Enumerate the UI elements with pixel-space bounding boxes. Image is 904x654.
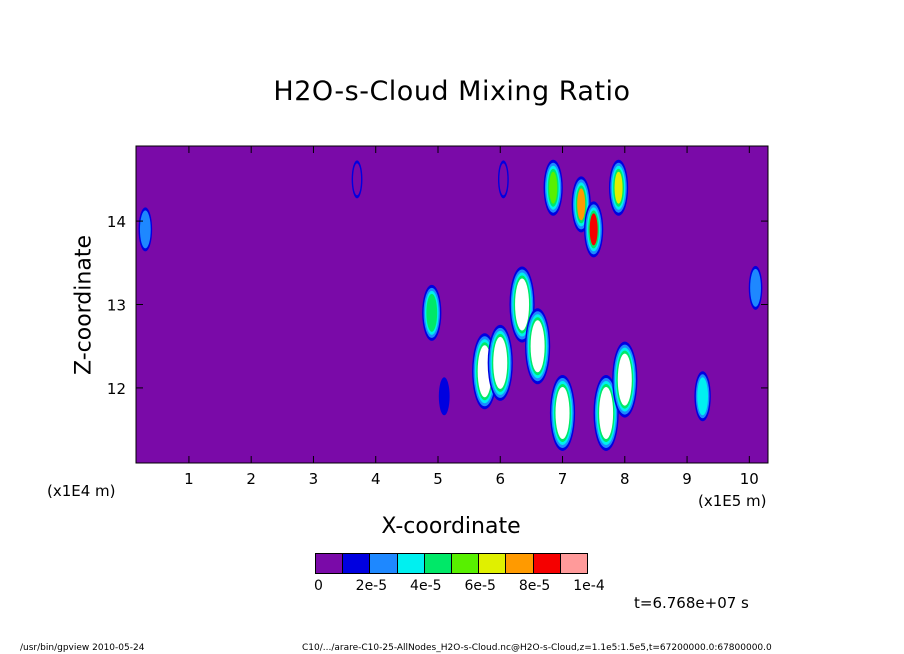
cloud-feature: [617, 353, 632, 406]
colorbar-label: 0: [314, 578, 323, 594]
colorbar-label: 1e-4: [573, 578, 605, 594]
x-axis-unit: (x1E5 m): [698, 492, 767, 510]
cloud-feature: [599, 386, 614, 439]
x-tick-label: 4: [371, 470, 381, 488]
x-axis-label: X-coordinate: [381, 514, 521, 539]
colorbar-swatch: [397, 554, 425, 573]
footer-right: C10/.../arare-C10-25-AllNodes_H2O-s-Clou…: [302, 643, 772, 653]
colorbar-swatch: [424, 554, 452, 573]
colorbar-label: 8e-5: [518, 578, 551, 594]
colorbar-label: 6e-5: [464, 578, 496, 594]
cloud-feature: [577, 188, 586, 221]
time-label: t=6.768e+07 s: [634, 594, 749, 612]
cloud-feature: [698, 380, 707, 413]
x-tick-label: 6: [495, 470, 505, 488]
cloud-feature: [614, 171, 623, 204]
cloud-feature: [555, 386, 570, 439]
colorbar-swatch: [506, 554, 534, 573]
y-tick-label: 13: [107, 297, 126, 315]
y-axis-unit: (x1E4 m): [47, 482, 116, 500]
y-tick-label: 12: [107, 380, 126, 398]
colorbar: [315, 553, 588, 574]
y-axis-ticks: 12 13 14: [107, 213, 768, 398]
x-tick-label: 2: [246, 470, 256, 488]
x-tick-label: 7: [558, 470, 568, 488]
chart-title: H2O-s-Cloud Mixing Ratio: [273, 76, 631, 107]
y-tick-label: 14: [107, 213, 126, 231]
x-tick-label: 3: [309, 470, 319, 488]
plot-frame: [135, 145, 769, 464]
cloud-feature: [549, 171, 558, 204]
colorbar-swatch: [343, 554, 371, 573]
colorbar-swatch: [560, 554, 587, 573]
x-tick-label: 8: [620, 470, 630, 488]
x-tick-label: 1: [184, 470, 194, 488]
cloud-feature: [440, 380, 449, 413]
footer-left: /usr/bin/gpview 2010-05-24: [20, 643, 145, 653]
colorbar-label: 4e-5: [410, 578, 442, 594]
x-tick-label: 5: [433, 470, 443, 488]
colorbar-swatch: [316, 554, 344, 573]
colorbar-label: 2e-5: [355, 578, 388, 594]
cloud-feature: [141, 213, 150, 246]
y-axis-label: Z-coordinate: [71, 235, 97, 375]
colorbar-swatch: [533, 554, 561, 573]
cloud-feature: [499, 163, 508, 196]
x-tick-label: 9: [682, 470, 692, 488]
cloud-feature: [589, 213, 598, 246]
x-axis-ticks: 1 2 3 4 5 6 7 8 9 10: [184, 146, 759, 488]
x-tick-label: 10: [740, 470, 759, 488]
colorbar-swatch: [479, 554, 507, 573]
cloud-feature: [353, 163, 362, 196]
cloud-feature: [493, 336, 508, 389]
colorbar-swatch: [451, 554, 480, 573]
cloud-feature: [427, 296, 436, 329]
cloud-feature: [751, 271, 760, 304]
cloud-feature: [515, 278, 530, 331]
plot-background: [136, 146, 768, 463]
colorbar-swatch: [370, 554, 398, 573]
cloud-feature: [530, 320, 545, 373]
cloud-features: [138, 159, 763, 451]
